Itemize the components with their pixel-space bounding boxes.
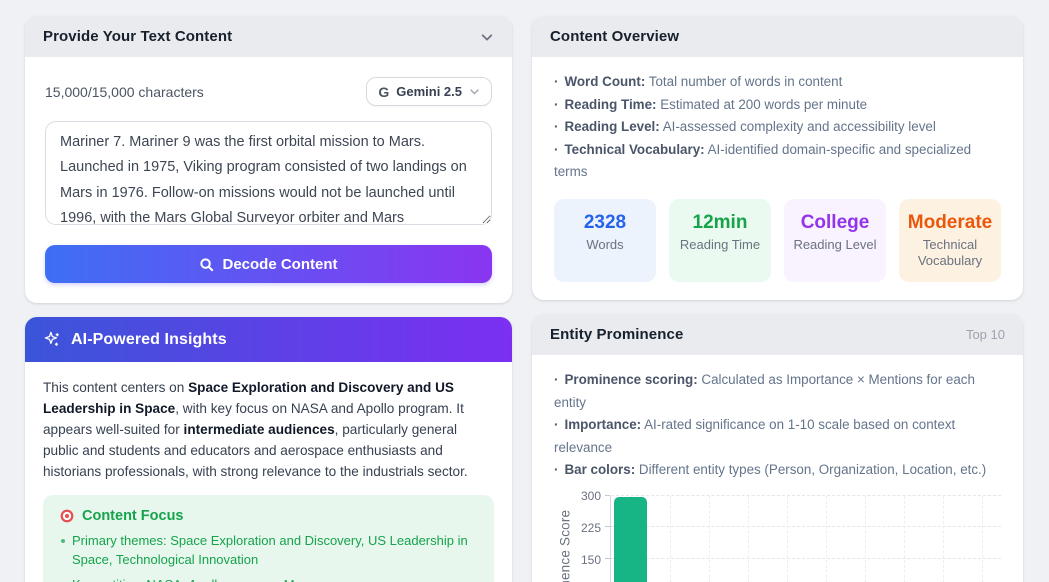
content-overview-header: Content Overview: [532, 16, 1023, 57]
summary-segment-bold: Space Exploration and Discovery and US L…: [43, 380, 454, 417]
decode-button-label: Decode Content: [222, 255, 338, 273]
insights-summary: This content centers on Space Exploratio…: [43, 377, 494, 482]
chart-column: [962, 495, 1001, 582]
stat-label: Words: [586, 236, 624, 252]
y-axis-ticks: 075150225300: [576, 489, 610, 582]
summary-segment-bold: intermediate audiences: [183, 422, 335, 438]
reading-level-value: College: [800, 211, 870, 233]
content-textarea[interactable]: Mariner 7. Mariner 9 was the first orbit…: [45, 121, 492, 225]
stat-card-2: College Reading Level: [784, 198, 886, 283]
bar-nasa[interactable]: [614, 497, 647, 582]
chart-column: [845, 495, 884, 582]
stat-card-3: Moderate Technical Vocabulary: [899, 198, 1001, 283]
gridline-vertical: [708, 495, 710, 582]
list-item: Technical Vocabulary: AI-identified doma…: [554, 139, 1001, 184]
list-item: Key entities: NASA, Apollo program, Moon: [59, 576, 478, 582]
chart-plot: [605, 494, 1001, 582]
chart-column: [923, 495, 962, 582]
model-select-button[interactable]: G Gemini 2.5: [366, 77, 492, 106]
stat-label: Reading Time: [679, 236, 761, 252]
chart-column: [689, 495, 728, 582]
list-item: Bar colors: Different entity types (Pers…: [554, 459, 1001, 482]
ai-insights-body: This content centers on Space Exploratio…: [25, 362, 512, 582]
content-focus-title-row: Content Focus: [59, 508, 478, 524]
list-item: Primary themes: Space Exploration and Di…: [59, 532, 478, 570]
list-item: Reading Level: AI-assessed complexity an…: [554, 116, 1001, 139]
top-10-badge: Top 10: [965, 327, 1005, 343]
char-count-row: 15,000/15,000 characters G Gemini 2.5: [45, 77, 492, 106]
y-tick-label: 225: [580, 520, 601, 535]
stat-card-1: 12min Reading Time: [669, 198, 771, 283]
provide-content-header[interactable]: Provide Your Text Content: [25, 16, 512, 57]
stats-row: 2328 Words 12min Reading Time College Re…: [554, 198, 1001, 283]
chart-column: [767, 495, 806, 582]
chart-column: [728, 495, 767, 582]
gridline-vertical: [942, 495, 944, 582]
target-icon: [60, 509, 74, 523]
content-focus-box: Content Focus Primary themes: Space Expl…: [43, 495, 494, 582]
entity-prominence-title: Entity Prominence: [550, 326, 684, 344]
ai-insights-card: AI-Powered Insights This content centers…: [25, 317, 512, 582]
gridline-vertical: [825, 495, 827, 582]
stat-card-0: 2328 Words: [554, 198, 656, 283]
entity-prominence-chart: Prominence Score 075150225300 NASAMoonAp…: [554, 489, 1001, 582]
entity-prominence-body: Prominence scoring: Calculated as Import…: [532, 355, 1023, 582]
gridline-vertical: [747, 495, 749, 582]
gridline: [605, 557, 1001, 559]
stat-label: Technical Vocabulary: [917, 236, 983, 269]
provide-content-title: Provide Your Text Content: [43, 28, 233, 45]
left-column: Provide Your Text Content 15,000/15,000 …: [25, 16, 512, 582]
gridline: [605, 494, 1001, 496]
stat-label: Reading Level: [793, 236, 877, 252]
content-overview-title: Content Overview: [550, 28, 680, 45]
list-item: Prominence scoring: Calculated as Import…: [554, 369, 1001, 414]
character-count: 15,000/15,000 characters: [45, 83, 204, 100]
chart-column: [884, 495, 923, 582]
search-icon: [200, 257, 214, 271]
y-axis-title: Prominence Score: [557, 509, 573, 582]
ai-insights-title: AI-Powered Insights: [71, 330, 227, 348]
provide-content-card: Provide Your Text Content 15,000/15,000 …: [25, 16, 512, 303]
gridline-vertical: [981, 495, 983, 582]
decode-content-button[interactable]: Decode Content: [45, 245, 492, 283]
gemini-icon: G: [378, 83, 390, 100]
chevron-down-icon[interactable]: [480, 30, 494, 44]
content-focus-title: Content Focus: [82, 508, 184, 525]
list-item: Importance: AI-rated significance on 1-1…: [554, 414, 1001, 459]
technical-vocabulary-value: Moderate: [907, 211, 993, 233]
entity-prominence-card: Entity Prominence Top 10 Prominence scor…: [532, 314, 1023, 582]
chart-column: [611, 495, 650, 582]
list-item: Word Count: Total number of words in con…: [554, 71, 1001, 94]
chart-column: [650, 495, 689, 582]
entity-legend-list: Prominence scoring: Calculated as Import…: [554, 369, 1001, 482]
provide-content-body: 15,000/15,000 characters G Gemini 2.5 Ma…: [25, 57, 512, 303]
overview-legend-list: Word Count: Total number of words in con…: [554, 71, 1001, 184]
ai-insights-header: AI-Powered Insights: [25, 317, 512, 362]
gridline: [605, 526, 1001, 528]
content-overview-card: Content Overview Word Count: Total numbe…: [532, 16, 1023, 301]
entity-prominence-header: Entity Prominence Top 10: [532, 314, 1023, 356]
gridline-vertical: [786, 495, 788, 582]
gridline-vertical: [669, 495, 671, 582]
gridline-vertical: [903, 495, 905, 582]
summary-segment: , particularly general public and studen…: [43, 422, 468, 480]
summary-segment: , with key focus on NASA and Apollo prog…: [43, 401, 464, 438]
list-item: Reading Time: Estimated at 200 words per…: [554, 94, 1001, 117]
y-tick-label: 150: [580, 552, 601, 567]
summary-segment: This content centers on: [43, 380, 189, 395]
gridline-vertical: [864, 495, 866, 582]
chart-main: 075150225300 NASAMoonApollo programMarsU…: [576, 489, 1001, 582]
word-count-value: 2328: [583, 211, 627, 233]
content-overview-body: Word Count: Total number of words in con…: [532, 57, 1023, 300]
y-tick-label: 300: [580, 488, 601, 503]
right-column: Content Overview Word Count: Total numbe…: [532, 16, 1023, 582]
content-focus-list: Primary themes: Space Exploration and Di…: [59, 532, 478, 582]
sparkles-icon: [44, 331, 59, 346]
reading-time-value: 12min: [692, 211, 748, 233]
model-select-label: Gemini 2.5: [396, 84, 462, 99]
chevron-down-icon: [470, 89, 479, 95]
chart-column: [806, 495, 845, 582]
